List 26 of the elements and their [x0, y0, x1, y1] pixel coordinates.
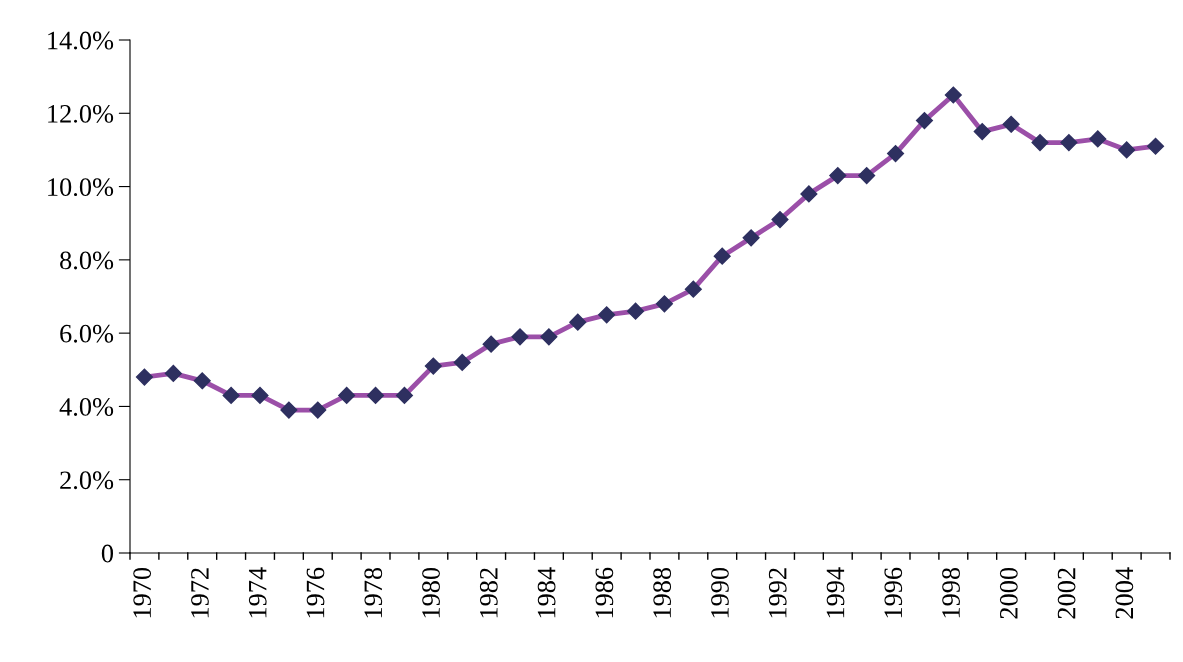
- x-tick-label: 1988: [653, 567, 672, 618]
- x-tick-label: 2004: [1115, 567, 1134, 619]
- x-tick-label: 1978: [364, 567, 383, 618]
- y-tick-label: 14.0%: [48, 31, 114, 50]
- x-tick-label: 1974: [248, 567, 267, 618]
- y-tick-label: 8.0%: [60, 251, 114, 270]
- x-tick-label: 2000: [999, 567, 1018, 619]
- x-tick-label: 1982: [479, 568, 498, 618]
- x-tick-label: 1990: [711, 567, 729, 618]
- y-tick-label: 12.0%: [48, 104, 114, 123]
- x-tick-label: 1970: [133, 567, 152, 618]
- y-tick-label: 10.0%: [48, 178, 114, 197]
- x-tick-label: 1998: [942, 567, 960, 618]
- y-tick-label: 2.0%: [60, 471, 114, 490]
- y-tick-label: 0: [101, 544, 114, 563]
- x-tick-label: 1980: [422, 567, 440, 618]
- x-tick-label: 1984: [537, 567, 556, 618]
- x-tick-label: 1992: [768, 568, 787, 618]
- x-tick-label: 1986: [595, 567, 614, 618]
- x-tick-label: 1996: [884, 567, 903, 618]
- x-tick-label: 1972: [191, 568, 209, 618]
- x-tick-label: 1976: [306, 567, 325, 618]
- y-tick-label: 4.0%: [59, 398, 114, 416]
- x-tick-label: 1994: [826, 567, 845, 618]
- y-tick-label: 6.0%: [60, 324, 114, 343]
- x-tick-label: 2002: [1057, 568, 1076, 619]
